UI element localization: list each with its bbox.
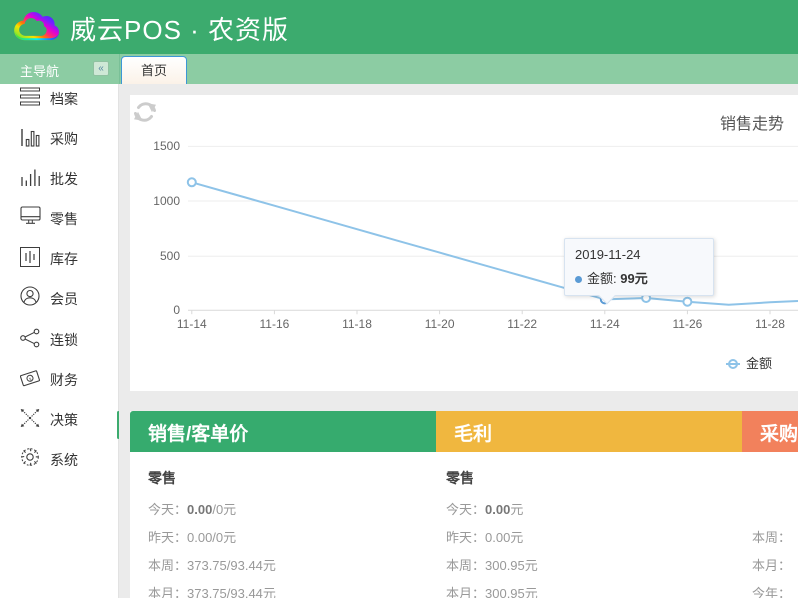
svg-text:11-18: 11-18: [342, 317, 372, 331]
svg-text:11-26: 11-26: [672, 317, 702, 331]
svg-text:1000: 1000: [153, 194, 180, 208]
svg-text:金额: 金额: [746, 356, 772, 371]
svg-text:11-14: 11-14: [177, 317, 207, 331]
svg-text:11-28: 11-28: [755, 317, 785, 331]
svg-text:11-16: 11-16: [259, 317, 289, 331]
svg-text:11-22: 11-22: [507, 317, 537, 331]
svg-text:500: 500: [160, 249, 180, 263]
svg-text:11-20: 11-20: [425, 317, 455, 331]
svg-text:0: 0: [173, 303, 180, 317]
svg-text:1500: 1500: [153, 139, 180, 153]
svg-text:11-24: 11-24: [590, 317, 620, 331]
svg-text:$: $: [29, 377, 32, 381]
